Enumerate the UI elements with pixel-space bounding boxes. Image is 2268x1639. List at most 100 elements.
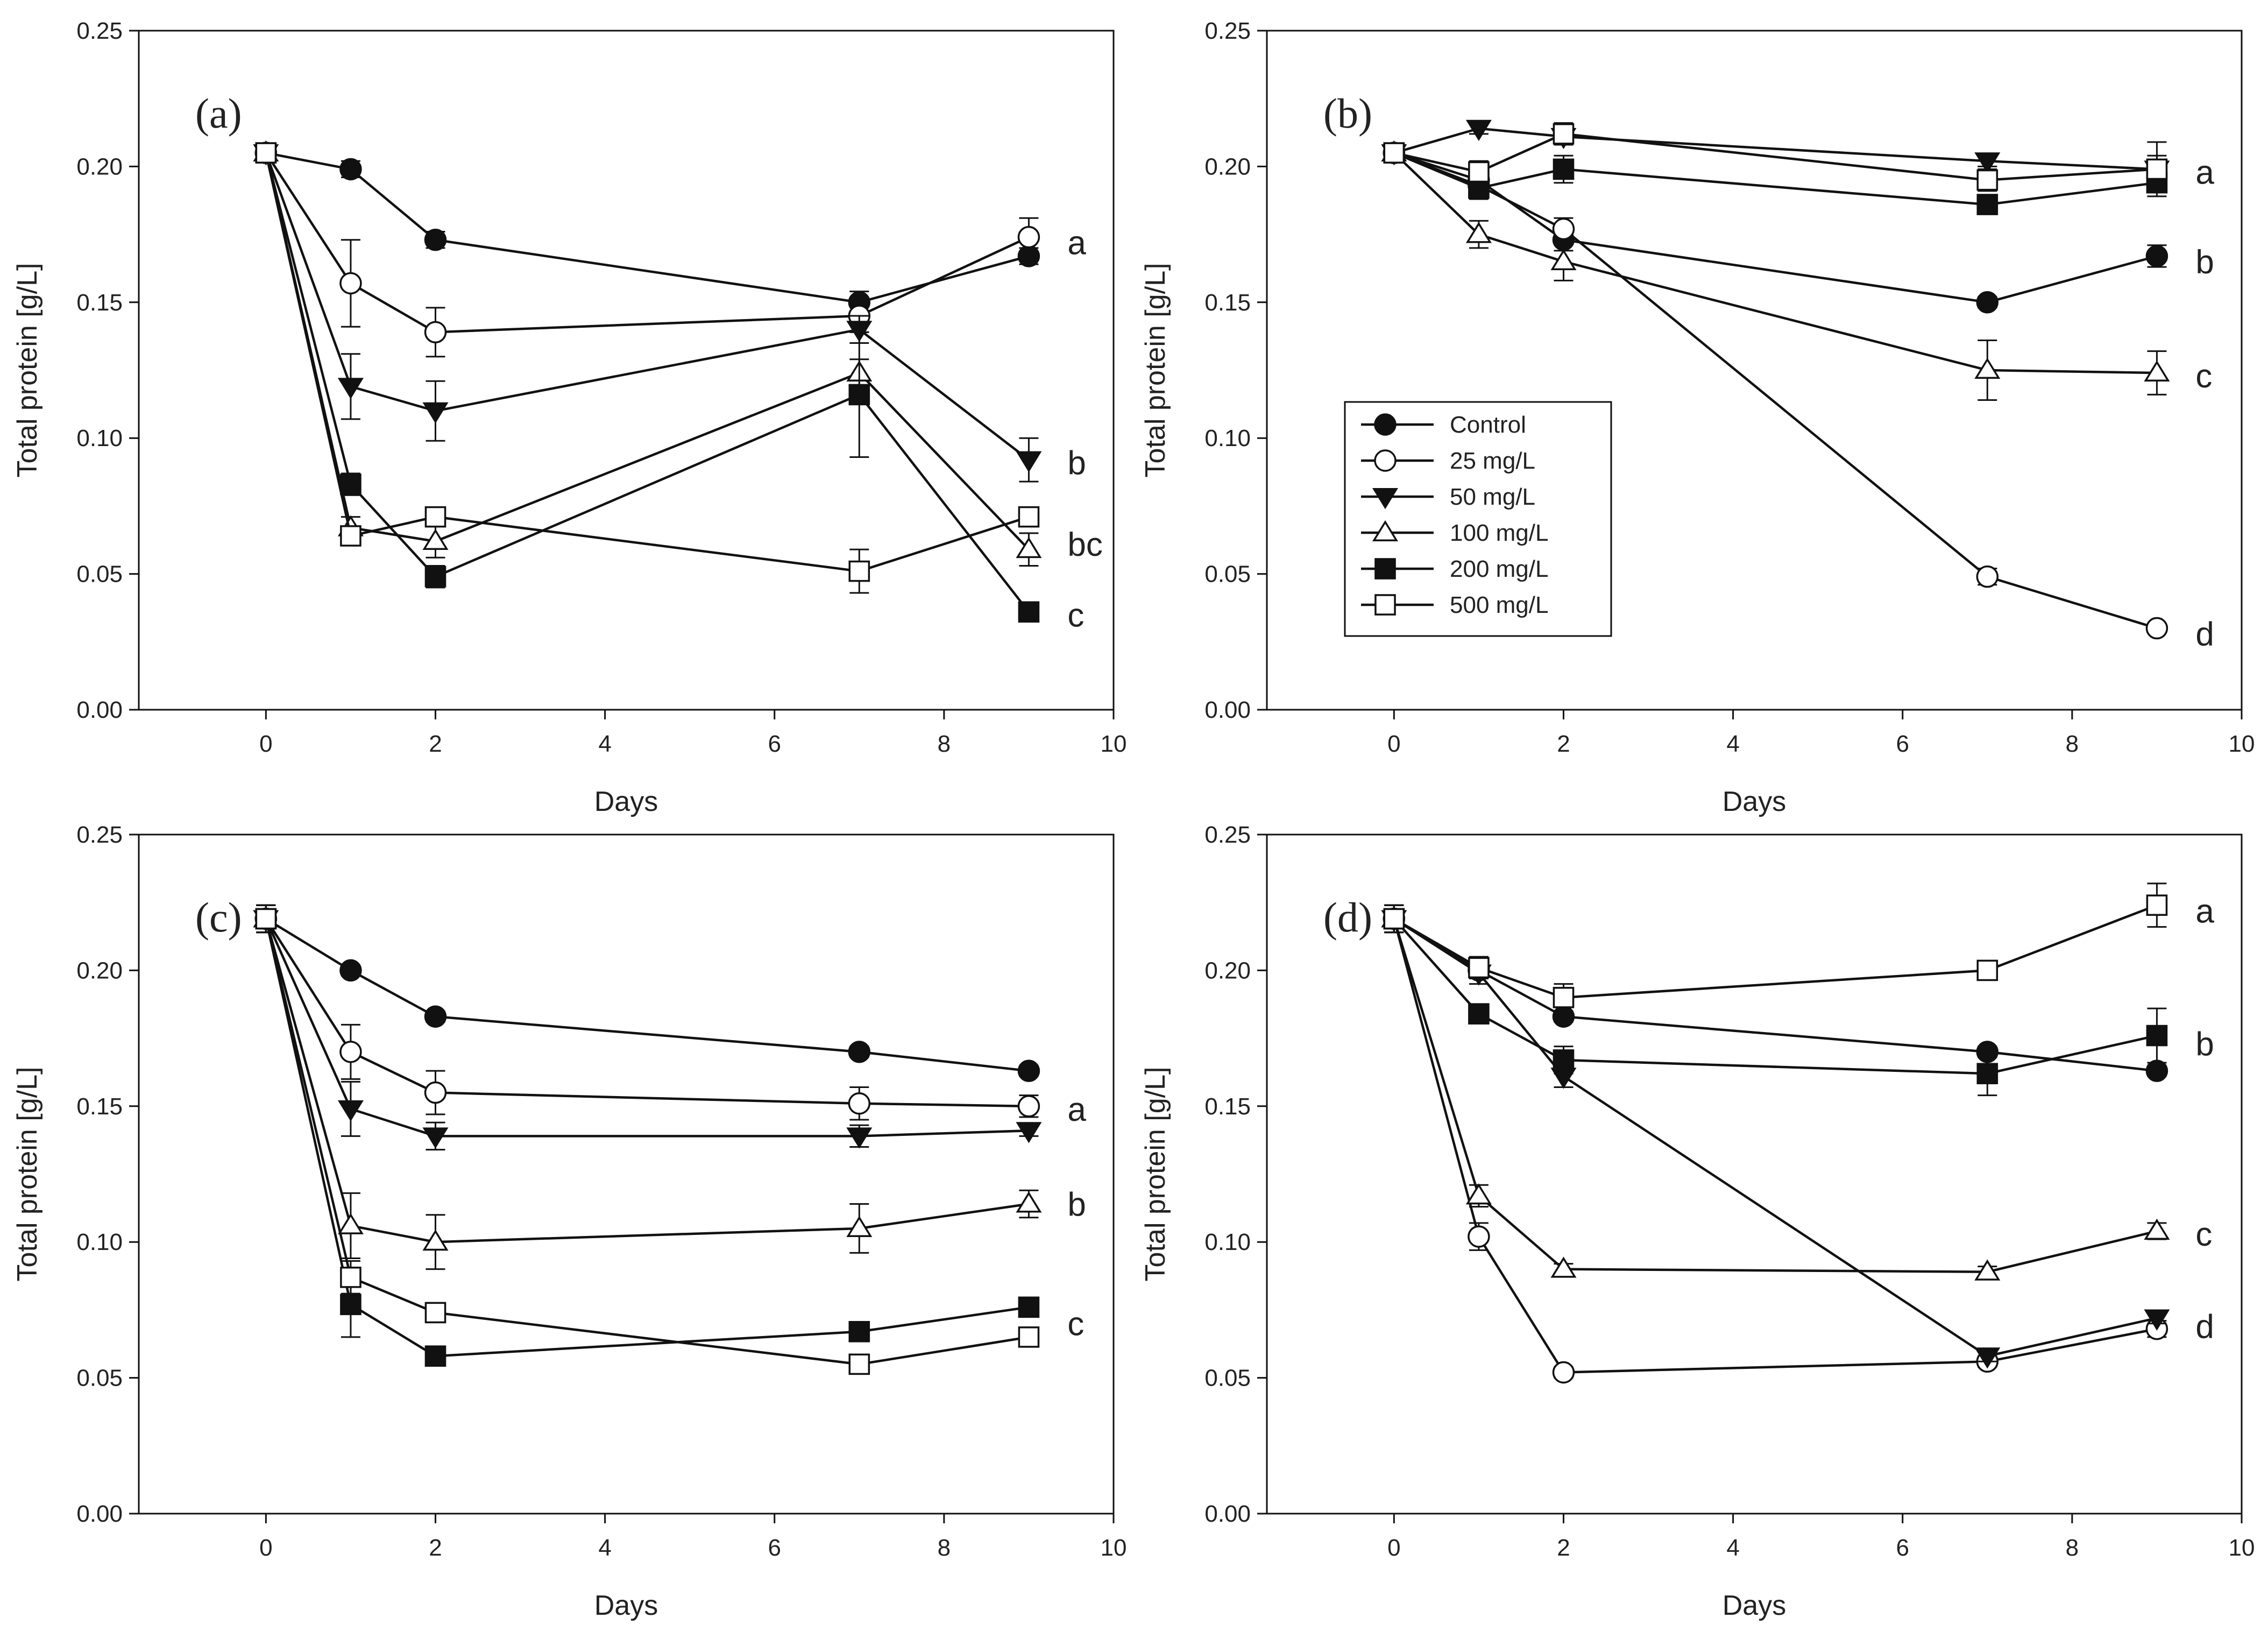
data-point — [1468, 1225, 1490, 1248]
data-point — [848, 1092, 871, 1115]
data-point — [422, 1229, 449, 1251]
data-point — [1974, 1347, 2001, 1369]
data-point — [255, 908, 277, 930]
y-tick-label: 0.10 — [76, 1229, 123, 1255]
x-tick-label: 4 — [598, 1535, 611, 1561]
data-point — [1550, 249, 1577, 271]
data-point — [340, 525, 362, 547]
data-point — [1974, 357, 2001, 379]
y-tick-label: 0.15 — [76, 289, 123, 316]
legend-entry: 200 mg/L — [1450, 556, 1548, 582]
legend-entry: 50 mg/L — [1450, 484, 1535, 510]
data-point — [424, 228, 447, 251]
data-point — [1465, 1183, 1492, 1205]
data-point — [337, 1213, 364, 1234]
data-point — [1974, 152, 2001, 174]
data-point — [1553, 158, 1575, 180]
x-tick-label: 10 — [1101, 731, 1127, 757]
x-tick-label: 0 — [259, 1535, 272, 1561]
x-tick-label: 2 — [429, 731, 442, 757]
plot-frame — [138, 30, 1115, 711]
data-point — [1976, 565, 1999, 588]
group-letter: d — [2195, 1309, 2214, 1346]
data-point — [1383, 908, 1405, 930]
chart-panel-d: 0.00 0.05 0.10 0.15 0.20 0.25 0 2 4 6 8 10 Days Total… — [1140, 822, 2255, 1621]
data-point — [2145, 617, 2168, 640]
series-500-mg-l — [255, 142, 1040, 594]
group-letter: d — [2195, 616, 2214, 653]
panel-label: (c) — [195, 894, 242, 941]
data-point — [2144, 1309, 2170, 1331]
y-tick-label: 0.25 — [76, 18, 123, 44]
x-tick-label: 6 — [1896, 731, 1909, 757]
y-tick-label: 0.10 — [76, 425, 123, 451]
y-tick-label: 0.20 — [76, 957, 123, 984]
data-point — [848, 384, 870, 406]
data-point — [848, 1320, 870, 1343]
data-point — [1976, 169, 1998, 191]
y-tick-label: 0.05 — [76, 561, 123, 588]
x-tick-label: 10 — [2229, 731, 2255, 757]
legend: Control 25 mg/L 50 mg/L 100 mg/L 200 mg/L 500… — [1344, 401, 1612, 637]
data-point — [340, 1294, 362, 1316]
x-tick-label: 2 — [429, 1535, 442, 1561]
x-tick-label: 2 — [1557, 1535, 1570, 1561]
data-point — [1016, 1191, 1042, 1213]
data-point — [1468, 161, 1490, 183]
legend-marker — [1374, 594, 1396, 616]
legend-marker — [1374, 449, 1397, 472]
legend-entry: 100 mg/L — [1450, 520, 1548, 546]
data-point — [424, 1302, 446, 1324]
data-point — [424, 1081, 447, 1104]
x-tick-label: 4 — [598, 731, 611, 757]
data-point — [2146, 158, 2168, 180]
data-point — [339, 272, 362, 295]
data-point — [422, 528, 449, 550]
group-letter: bc — [1067, 526, 1102, 563]
series-500-mg-l — [1383, 882, 2168, 1012]
series-25-mg-l — [254, 142, 1040, 358]
chart-panel-a: 0.00 0.05 0.10 0.15 0.20 0.25 0 2 4 6 8 10 Days Total… — [12, 18, 1126, 817]
data-point — [1016, 1122, 1042, 1143]
x-tick-label: 4 — [1726, 731, 1739, 757]
y-tick-label: 0.10 — [1204, 1229, 1251, 1255]
data-point — [1018, 601, 1040, 623]
y-axis-title: Total protein [g/L] — [1140, 1067, 1171, 1282]
panel-label: (b) — [1323, 90, 1372, 137]
group-letter: a — [2195, 893, 2214, 930]
x-tick-label: 8 — [938, 731, 951, 757]
data-point — [337, 378, 364, 399]
data-point — [1552, 1361, 1575, 1384]
x-tick-label: 10 — [2229, 1535, 2255, 1561]
x-tick-label: 10 — [1101, 1535, 1127, 1561]
y-tick-label: 0.00 — [1204, 697, 1251, 723]
data-point — [1468, 957, 1490, 979]
data-point — [1018, 1296, 1040, 1318]
x-tick-label: 6 — [768, 731, 781, 757]
legend-marker — [1374, 558, 1396, 580]
data-point — [255, 142, 277, 164]
series-100-mg-l — [253, 904, 1042, 1270]
data-point — [1976, 959, 1998, 981]
data-point — [1383, 142, 1405, 164]
group-letter: a — [1067, 225, 1086, 262]
y-tick-label: 0.05 — [1204, 1365, 1251, 1391]
data-point — [339, 959, 362, 982]
y-tick-label: 0.00 — [1204, 1501, 1251, 1527]
y-tick-label: 0.25 — [76, 822, 123, 848]
plot-frame — [1266, 833, 2243, 1515]
series-500-mg-l — [255, 904, 1040, 1375]
y-tick-label: 0.15 — [1204, 289, 1251, 316]
y-tick-label: 0.05 — [76, 1365, 123, 1391]
y-tick-label: 0.25 — [1204, 822, 1251, 848]
data-point — [848, 560, 870, 582]
y-tick-label: 0.00 — [76, 1501, 123, 1527]
y-tick-label: 0.20 — [76, 153, 123, 180]
data-point — [1016, 451, 1042, 472]
data-point — [846, 1216, 873, 1237]
legend-marker — [1374, 413, 1397, 436]
series-25-mg-l — [254, 904, 1040, 1121]
data-point — [846, 321, 873, 342]
data-point — [2145, 245, 2168, 267]
data-point — [848, 1353, 870, 1375]
